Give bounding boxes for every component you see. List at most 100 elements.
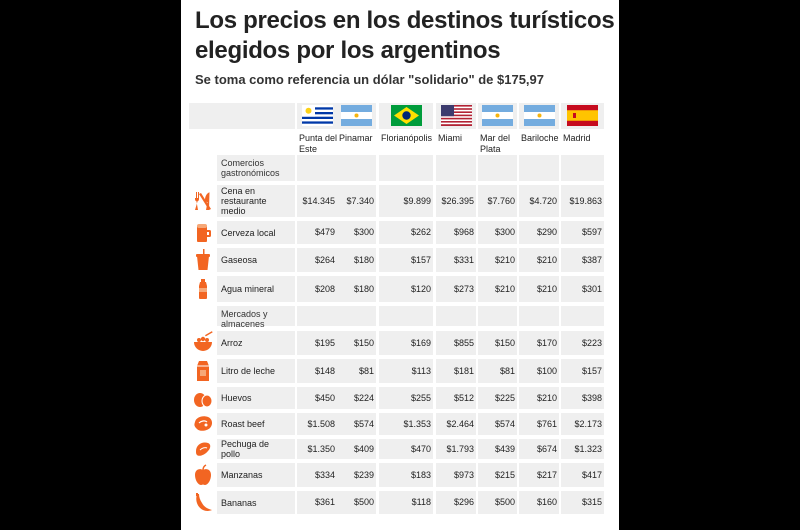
price-value: $500 — [353, 497, 374, 507]
value-cell — [561, 439, 604, 459]
argentina-flag-icon — [523, 105, 555, 126]
row-label-cell — [217, 331, 295, 355]
value-cell — [478, 413, 517, 435]
price-value: $470 — [410, 443, 431, 454]
price-value: $210 — [536, 283, 557, 294]
value-cell — [379, 413, 433, 435]
column-header: Mar del Plata — [480, 133, 511, 154]
column-header: Pinamar — [339, 133, 373, 143]
steak-icon — [191, 412, 215, 436]
brazil-flag-icon — [390, 105, 422, 126]
price-value: $500 — [494, 497, 515, 507]
price-value: $1.353 — [403, 418, 431, 429]
value-cell — [436, 359, 476, 383]
section-empty-cell — [337, 155, 376, 181]
value-cell — [561, 463, 604, 487]
uruguay-flag-icon — [301, 105, 333, 126]
value-cell — [478, 463, 517, 487]
price-value: $761 — [536, 418, 557, 429]
argentina-flag-icon — [482, 105, 513, 126]
section-empty-cell — [436, 155, 476, 181]
page-subtitle: Se toma como referencia un dólar "solida… — [195, 72, 545, 87]
price-value: $210 — [536, 392, 557, 403]
section-empty-cell — [478, 155, 517, 181]
value-cell — [519, 387, 559, 409]
value-cell — [478, 387, 517, 409]
section-empty-cell — [297, 306, 337, 326]
price-value: $113 — [411, 365, 431, 376]
price-value: $334 — [314, 469, 335, 480]
value-cell — [436, 439, 476, 459]
value-cell — [561, 359, 604, 383]
value-cell — [379, 221, 433, 244]
price-value: $169 — [410, 337, 431, 348]
value-cell — [561, 387, 604, 409]
price-value: $597 — [581, 227, 602, 237]
price-value: $148 — [314, 365, 335, 376]
banana-icon — [191, 491, 215, 515]
price-value: $387 — [581, 254, 602, 265]
value-cell — [436, 491, 476, 514]
price-value: $210 — [536, 254, 557, 265]
price-value: $223 — [581, 337, 602, 348]
value-cell — [337, 248, 376, 272]
value-cell — [561, 185, 604, 217]
value-cell — [379, 331, 433, 355]
price-value: $26.395 — [441, 195, 474, 206]
value-cell — [519, 491, 559, 514]
value-cell — [519, 359, 559, 383]
row-label: Cena en restaurante medio — [221, 186, 267, 216]
price-value: $170 — [536, 337, 557, 348]
value-cell — [337, 276, 376, 302]
price-value: $210 — [494, 283, 515, 294]
value-cell — [561, 221, 604, 244]
milk-carton-icon — [191, 359, 215, 383]
column-header: Miami — [438, 133, 462, 143]
price-value: $208 — [314, 283, 335, 294]
row-label: Huevos — [221, 393, 252, 403]
row-label: Roast beef — [221, 419, 265, 429]
price-value: $217 — [536, 469, 557, 480]
price-value: $255 — [410, 392, 431, 403]
price-value: $574 — [353, 418, 374, 429]
value-cell — [379, 248, 433, 272]
chicken-breast-icon — [191, 437, 215, 461]
price-value: $973 — [453, 469, 474, 480]
row-label-cell — [217, 387, 295, 409]
value-cell — [379, 185, 433, 217]
section-label: Comercios gastronómicos — [221, 158, 280, 178]
beer-glass-icon — [191, 221, 215, 245]
price-value: $296 — [453, 497, 474, 507]
price-value: $150 — [353, 337, 374, 348]
price-value: $225 — [494, 392, 515, 403]
price-value: $160 — [536, 497, 557, 507]
value-cell — [297, 413, 337, 435]
value-cell — [297, 248, 337, 272]
value-cell — [337, 331, 376, 355]
section-empty-cell — [436, 306, 476, 326]
section-empty-cell — [561, 155, 604, 181]
price-value: $968 — [453, 227, 474, 237]
value-cell — [337, 359, 376, 383]
value-cell — [297, 221, 337, 244]
row-label-cell — [217, 276, 295, 302]
column-header: Punta del Este — [299, 133, 338, 154]
price-value: $118 — [411, 497, 431, 507]
value-cell — [519, 221, 559, 244]
price-value: $300 — [353, 227, 374, 237]
price-value: $1.350 — [307, 443, 335, 454]
price-value: $855 — [453, 337, 474, 348]
price-value: $273 — [453, 283, 474, 294]
price-value: $157 — [410, 254, 431, 265]
eggs-icon — [191, 386, 215, 410]
price-value: $7.340 — [346, 195, 374, 206]
price-value: $479 — [314, 227, 335, 237]
price-value: $2.173 — [574, 418, 602, 429]
soda-cup-icon — [191, 248, 215, 272]
price-value: $239 — [353, 469, 374, 480]
value-cell — [436, 331, 476, 355]
value-cell — [561, 413, 604, 435]
price-value: $183 — [410, 469, 431, 480]
price-value: $195 — [314, 337, 335, 348]
price-value: $2.464 — [446, 418, 474, 429]
